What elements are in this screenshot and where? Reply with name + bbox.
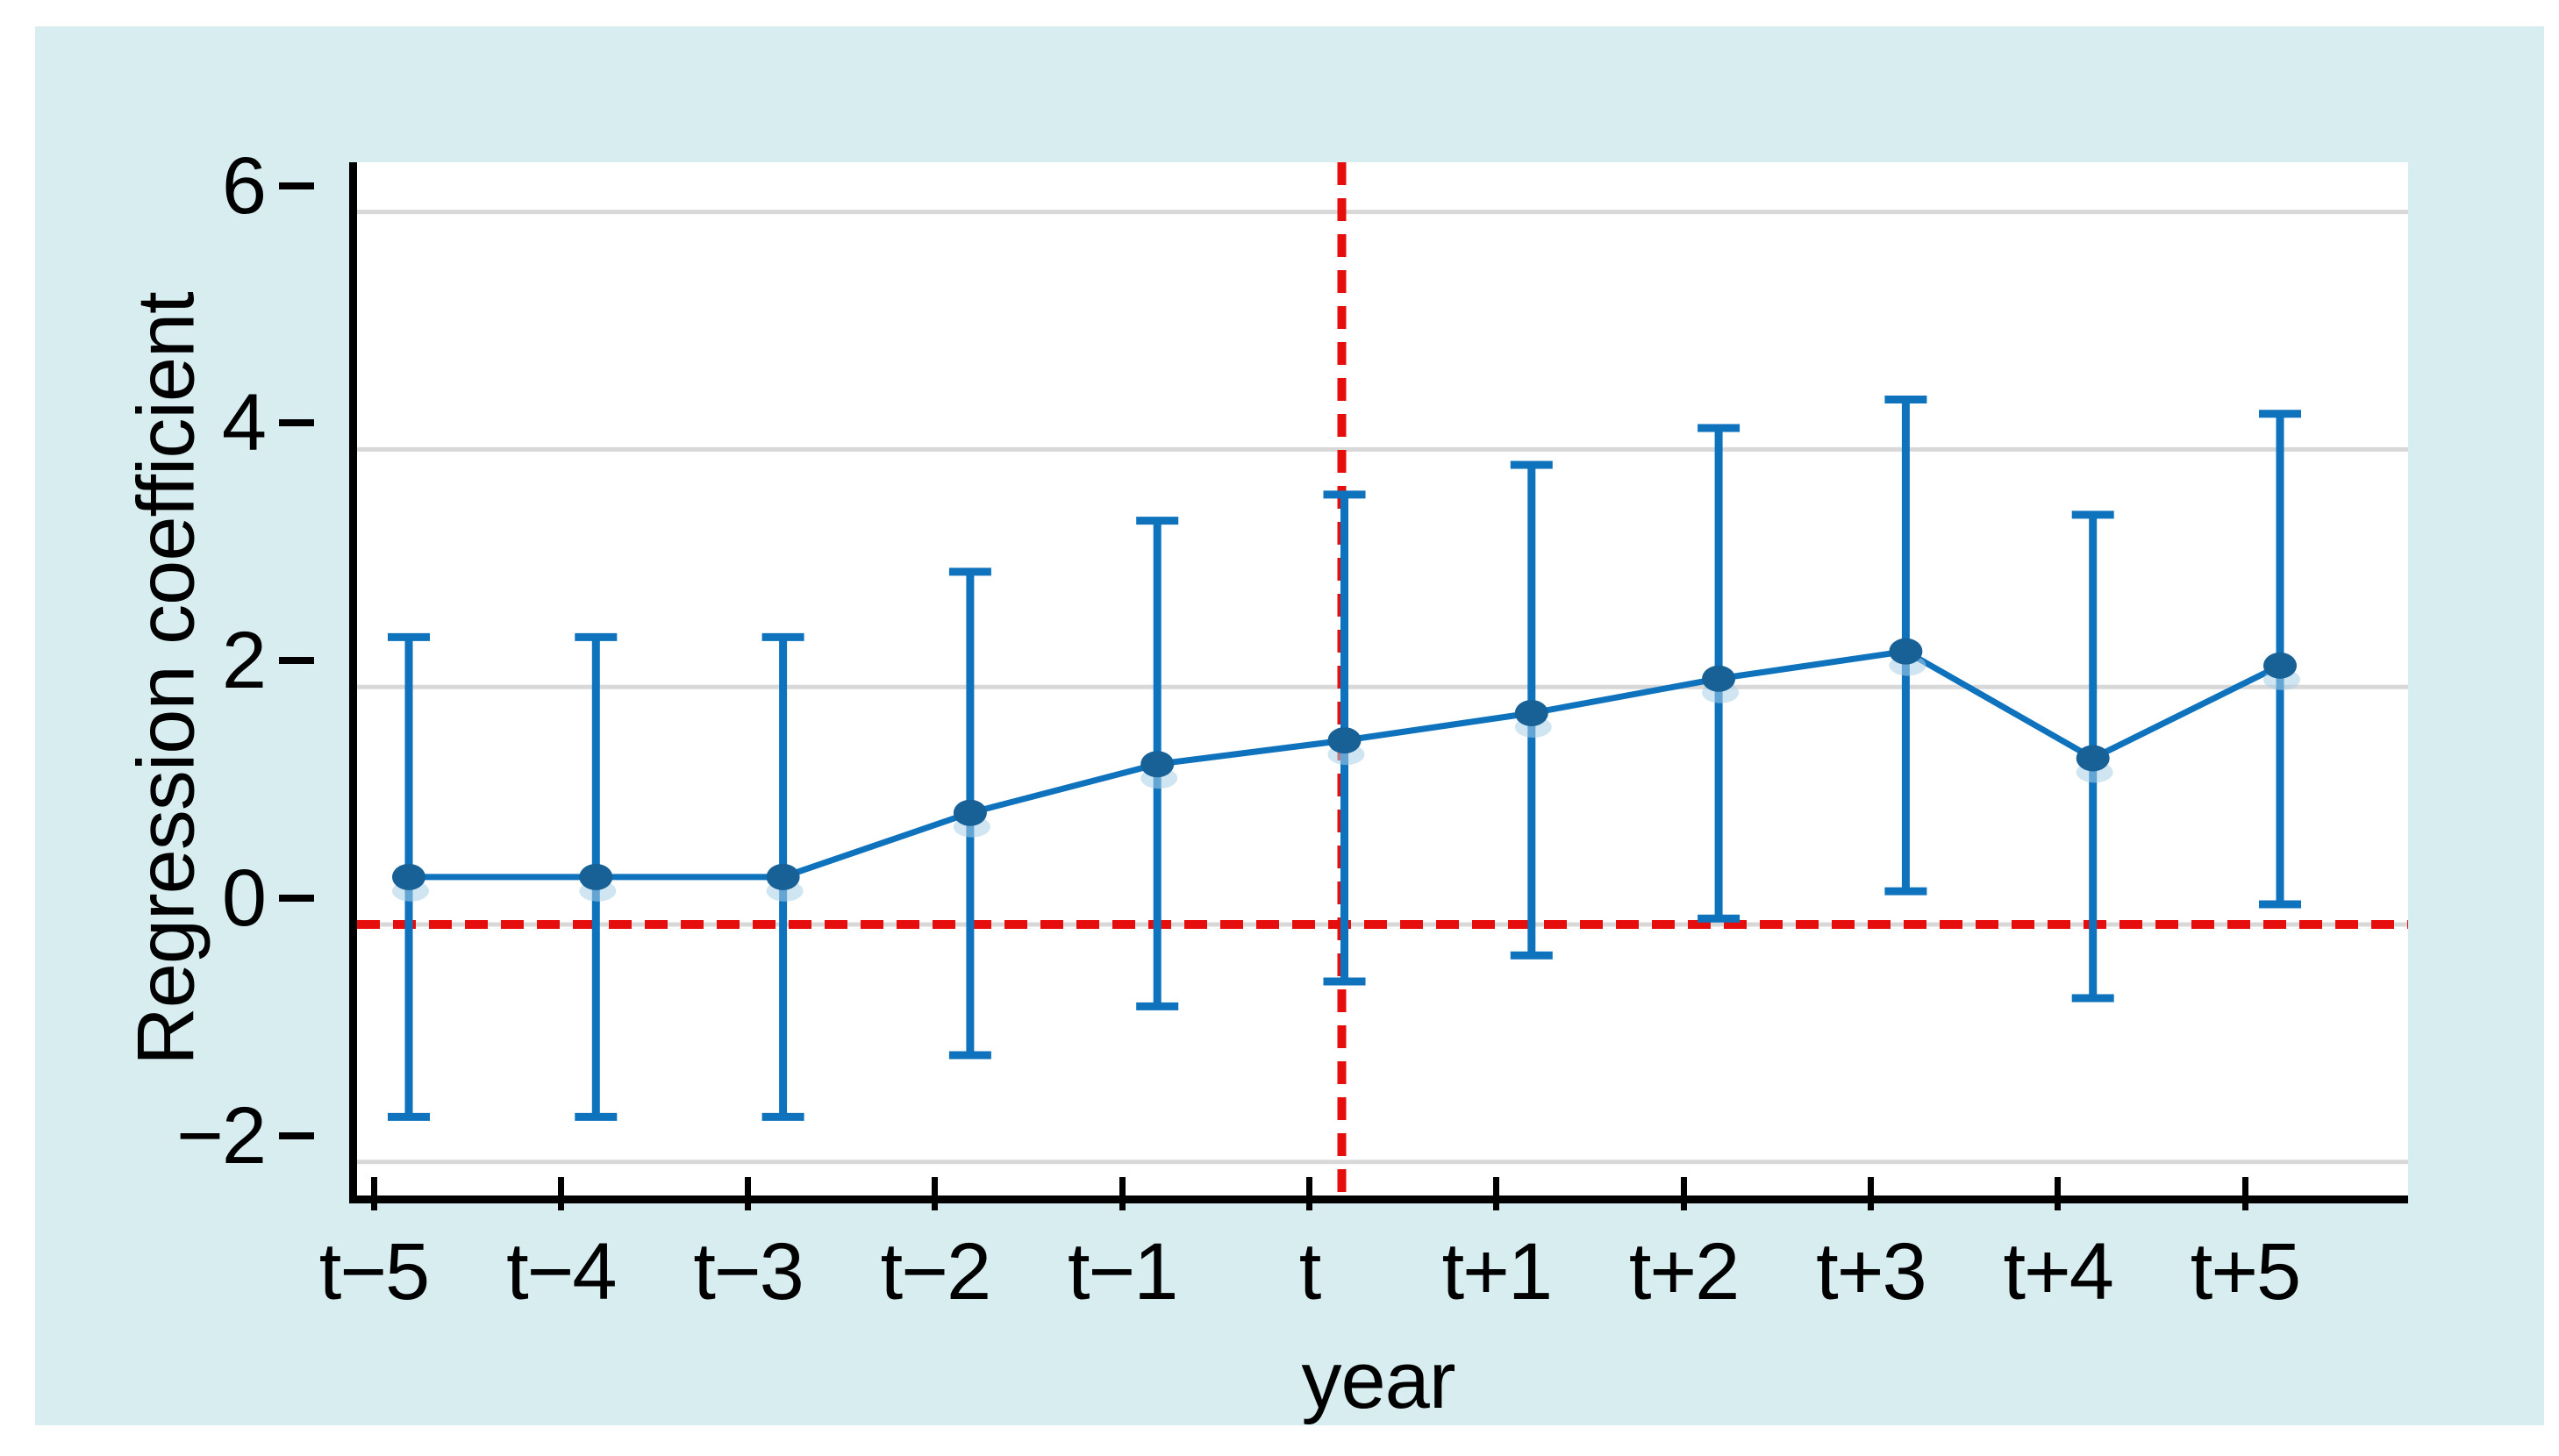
x-axis-tick xyxy=(1306,1177,1312,1210)
x-tick-label: t+3 xyxy=(1816,1227,1926,1317)
data-point-marker xyxy=(1327,727,1362,754)
y-tick-label: 0 xyxy=(221,853,267,943)
y-axis-tick xyxy=(279,657,314,665)
x-tick-label: t−3 xyxy=(693,1227,804,1317)
x-axis-tick xyxy=(2241,1177,2248,1210)
x-axis-tick xyxy=(2055,1177,2062,1210)
x-tick-label: t−4 xyxy=(506,1227,617,1317)
x-axis-tick xyxy=(745,1177,752,1210)
y-axis-tick xyxy=(279,1131,314,1139)
x-axis-tick xyxy=(1493,1177,1500,1210)
data-point-marker xyxy=(392,863,425,890)
x-tick-label: t+5 xyxy=(2190,1227,2301,1317)
x-tick-label: t−2 xyxy=(880,1227,991,1317)
y-axis-tick xyxy=(279,419,314,427)
x-axis-tick xyxy=(1119,1177,1126,1210)
x-tick-label: t+2 xyxy=(1628,1227,1740,1317)
y-tick-label: 4 xyxy=(221,378,267,468)
data-point-marker xyxy=(2076,745,2110,772)
data-point-marker xyxy=(1140,751,1175,778)
x-axis-tick xyxy=(1680,1177,1687,1210)
x-axis-tick xyxy=(1867,1177,1874,1210)
x-tick-label: t−1 xyxy=(1067,1227,1178,1317)
data-point-marker xyxy=(766,863,800,890)
x-tick-label: t+4 xyxy=(2003,1227,2113,1317)
plot-area xyxy=(349,162,2408,1203)
data-point-marker xyxy=(1514,699,1548,726)
x-tick-label: t−5 xyxy=(318,1227,430,1317)
data-point-marker xyxy=(1889,638,1923,665)
x-axis-tick xyxy=(370,1177,377,1210)
data-point-marker xyxy=(1702,665,1736,692)
x-axis-tick xyxy=(932,1177,939,1210)
y-tick-label: 6 xyxy=(221,140,267,231)
data-point-marker xyxy=(579,863,613,890)
x-tick-label: t xyxy=(1298,1227,1322,1317)
chart-panel: Regression coefficient year xyxy=(35,26,2544,1425)
data-point-marker xyxy=(2263,652,2297,679)
x-axis-title: year xyxy=(1301,1336,1456,1425)
y-axis-tick xyxy=(279,895,314,902)
chart-graphics xyxy=(357,162,2408,1195)
x-tick-label: t+1 xyxy=(1441,1227,1553,1317)
x-axis-tick xyxy=(557,1177,564,1210)
y-tick-label: −2 xyxy=(176,1090,267,1181)
y-axis-tick xyxy=(279,182,314,189)
y-tick-label: 2 xyxy=(221,616,267,706)
data-point-marker xyxy=(953,799,987,826)
